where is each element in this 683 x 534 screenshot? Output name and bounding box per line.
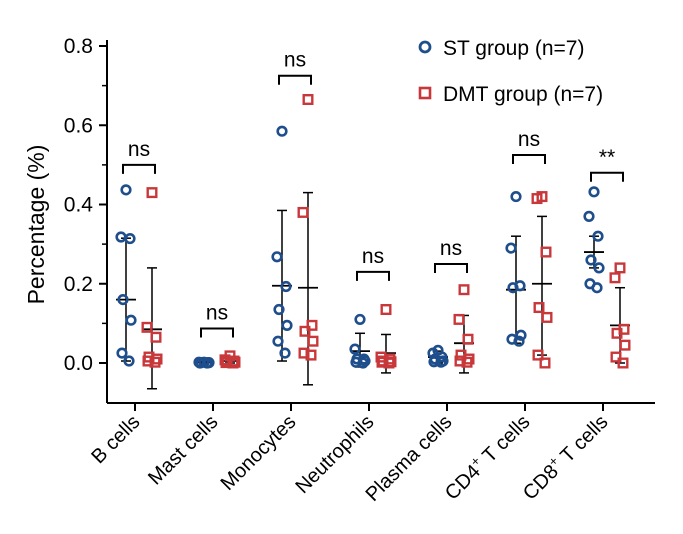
dmt-point	[380, 304, 392, 316]
x-tick-label: B cells	[87, 411, 144, 468]
significance-label: ns	[362, 245, 384, 268]
dmt-point	[146, 187, 158, 199]
dmt-point	[533, 302, 545, 314]
st-point	[505, 242, 517, 254]
dmt-point	[142, 355, 154, 367]
significance-label: ns	[128, 138, 150, 161]
st-point	[201, 357, 213, 369]
dmt-point	[454, 355, 466, 367]
y-tick-label: 0.4	[64, 194, 94, 217]
dmt-point	[541, 311, 553, 323]
st-point	[276, 125, 288, 137]
x-tick-label: Mast cells	[144, 411, 222, 489]
st-point	[279, 347, 291, 359]
dmt-point	[306, 319, 318, 331]
dmt-point	[458, 284, 470, 296]
significance-bracket	[278, 74, 312, 85]
dmt-point	[619, 339, 631, 351]
significance-bracket	[434, 262, 468, 273]
st-point	[272, 335, 284, 347]
st-point	[513, 335, 525, 347]
dmt-point	[298, 347, 310, 359]
st-point	[510, 190, 522, 203]
legend-dmt-label: DMT group (n=7)	[443, 83, 603, 106]
st-point	[124, 232, 136, 245]
y-axis-label: Percentage (%)	[23, 145, 49, 305]
dmt-point	[297, 206, 309, 218]
dmt-point	[453, 313, 465, 325]
st-point	[281, 319, 293, 331]
st-point	[349, 343, 361, 355]
dmt-point	[617, 357, 629, 369]
dmt-point	[531, 193, 543, 205]
significance-label: ns	[284, 49, 306, 72]
st-point	[271, 251, 283, 263]
st-point	[592, 230, 604, 242]
dmt-point	[307, 335, 319, 347]
significance-label: ns	[518, 128, 540, 151]
significance-label: ns	[206, 302, 228, 325]
st-point	[117, 294, 129, 306]
dmt-point	[302, 93, 314, 105]
st-point	[123, 355, 135, 367]
dmt-point	[540, 246, 552, 258]
st-point	[435, 356, 447, 368]
st-point	[357, 357, 369, 369]
st-point	[593, 262, 605, 274]
dmt-point	[141, 321, 153, 333]
st-point	[116, 347, 128, 359]
y-tick-label: 0.6	[64, 114, 93, 137]
dmt-point	[150, 331, 162, 343]
st-point	[515, 329, 527, 341]
dmt-point	[610, 351, 622, 363]
dmt-point	[614, 262, 626, 274]
dmt-point	[461, 356, 473, 368]
legend-st-marker	[418, 40, 432, 54]
st-point	[507, 282, 519, 294]
x-tick-label: Monocytes	[217, 411, 301, 495]
dmt-point	[609, 272, 621, 284]
significance-bracket	[590, 171, 624, 182]
dmt-point	[532, 349, 544, 361]
dmt-point	[149, 356, 161, 368]
legend-st-label: ST group (n=7)	[443, 37, 584, 60]
st-point	[125, 314, 137, 326]
dmt-point	[305, 349, 317, 361]
dmt-point	[539, 357, 551, 369]
significance-bracket	[512, 153, 546, 164]
st-point	[194, 357, 206, 369]
significance-label: **	[599, 146, 615, 169]
significance-bracket	[200, 327, 234, 338]
significance-bracket	[122, 163, 156, 174]
y-tick-label: 0.2	[64, 273, 93, 296]
dmt-point	[376, 356, 388, 368]
significance-label: ns	[440, 237, 462, 260]
st-point	[280, 280, 292, 293]
dmt-point	[227, 357, 239, 369]
st-point	[120, 184, 132, 196]
st-point	[585, 254, 597, 266]
dmt-point	[462, 333, 474, 345]
st-point	[583, 210, 595, 222]
dmt-point	[611, 327, 623, 339]
y-tick-label: 0.8	[64, 35, 93, 58]
dmt-point	[299, 325, 311, 337]
st-point	[350, 356, 362, 368]
st-point	[428, 356, 440, 368]
x-tick-label: CD8+ T cells	[517, 409, 613, 505]
x-tick-label: Neutrophils	[291, 411, 378, 498]
significance-bracket	[356, 270, 390, 281]
legend-dmt-marker	[418, 86, 432, 100]
st-point	[115, 231, 127, 243]
dmt-point	[220, 357, 232, 369]
st-point	[591, 282, 603, 294]
st-point	[354, 313, 366, 326]
dmt-point	[383, 357, 395, 369]
st-point	[588, 186, 600, 198]
st-point	[273, 303, 285, 316]
y-tick-label: 0.0	[64, 352, 93, 375]
